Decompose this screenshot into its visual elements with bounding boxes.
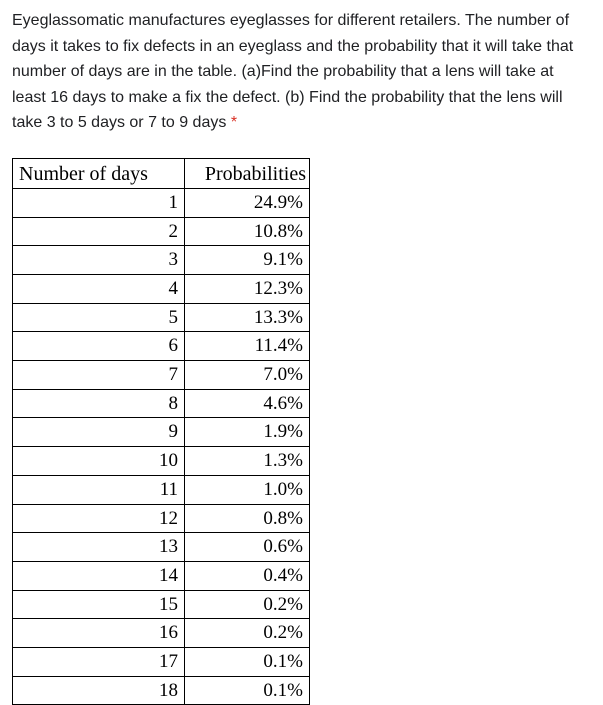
table-row: 39.1%	[13, 246, 310, 275]
cell-prob: 0.1%	[185, 647, 310, 676]
question-text: Eyeglassomatic manufactures eyeglasses f…	[12, 8, 591, 136]
table-row: 170.1%	[13, 647, 310, 676]
cell-days: 2	[13, 217, 185, 246]
cell-days: 12	[13, 504, 185, 533]
col-header-days: Number of days	[13, 158, 185, 188]
cell-prob: 4.6%	[185, 389, 310, 418]
table-row: 101.3%	[13, 447, 310, 476]
cell-prob: 0.2%	[185, 619, 310, 648]
table-row: 513.3%	[13, 303, 310, 332]
question-body: Eyeglassomatic manufactures eyeglasses f…	[12, 12, 573, 131]
cell-prob: 0.6%	[185, 533, 310, 562]
cell-days: 13	[13, 533, 185, 562]
table-row: 124.9%	[13, 188, 310, 217]
cell-prob: 13.3%	[185, 303, 310, 332]
table-row: 130.6%	[13, 533, 310, 562]
cell-days: 1	[13, 188, 185, 217]
cell-prob: 9.1%	[185, 246, 310, 275]
cell-days: 10	[13, 447, 185, 476]
table-row: 77.0%	[13, 361, 310, 390]
table-row: 111.0%	[13, 475, 310, 504]
cell-prob: 11.4%	[185, 332, 310, 361]
col-header-prob: Probabilities	[185, 158, 310, 188]
cell-prob: 12.3%	[185, 275, 310, 304]
required-asterisk: *	[231, 114, 237, 131]
cell-days: 15	[13, 590, 185, 619]
probability-table: Number of days Probabilities 124.9%210.8…	[12, 158, 310, 705]
table-row: 140.4%	[13, 561, 310, 590]
cell-prob: 0.4%	[185, 561, 310, 590]
cell-prob: 0.1%	[185, 676, 310, 705]
cell-days: 7	[13, 361, 185, 390]
cell-days: 16	[13, 619, 185, 648]
table-row: 84.6%	[13, 389, 310, 418]
table-row: 412.3%	[13, 275, 310, 304]
cell-prob: 1.9%	[185, 418, 310, 447]
cell-prob: 1.0%	[185, 475, 310, 504]
cell-prob: 10.8%	[185, 217, 310, 246]
cell-prob: 1.3%	[185, 447, 310, 476]
table-row: 611.4%	[13, 332, 310, 361]
cell-days: 14	[13, 561, 185, 590]
cell-days: 8	[13, 389, 185, 418]
table-row: 150.2%	[13, 590, 310, 619]
cell-prob: 24.9%	[185, 188, 310, 217]
table-header-row: Number of days Probabilities	[13, 158, 310, 188]
cell-days: 18	[13, 676, 185, 705]
cell-prob: 0.2%	[185, 590, 310, 619]
cell-prob: 7.0%	[185, 361, 310, 390]
cell-days: 5	[13, 303, 185, 332]
cell-days: 17	[13, 647, 185, 676]
cell-days: 6	[13, 332, 185, 361]
table-row: 180.1%	[13, 676, 310, 705]
cell-prob: 0.8%	[185, 504, 310, 533]
table-row: 210.8%	[13, 217, 310, 246]
table-row: 160.2%	[13, 619, 310, 648]
cell-days: 11	[13, 475, 185, 504]
table-row: 91.9%	[13, 418, 310, 447]
cell-days: 3	[13, 246, 185, 275]
cell-days: 4	[13, 275, 185, 304]
cell-days: 9	[13, 418, 185, 447]
table-row: 120.8%	[13, 504, 310, 533]
